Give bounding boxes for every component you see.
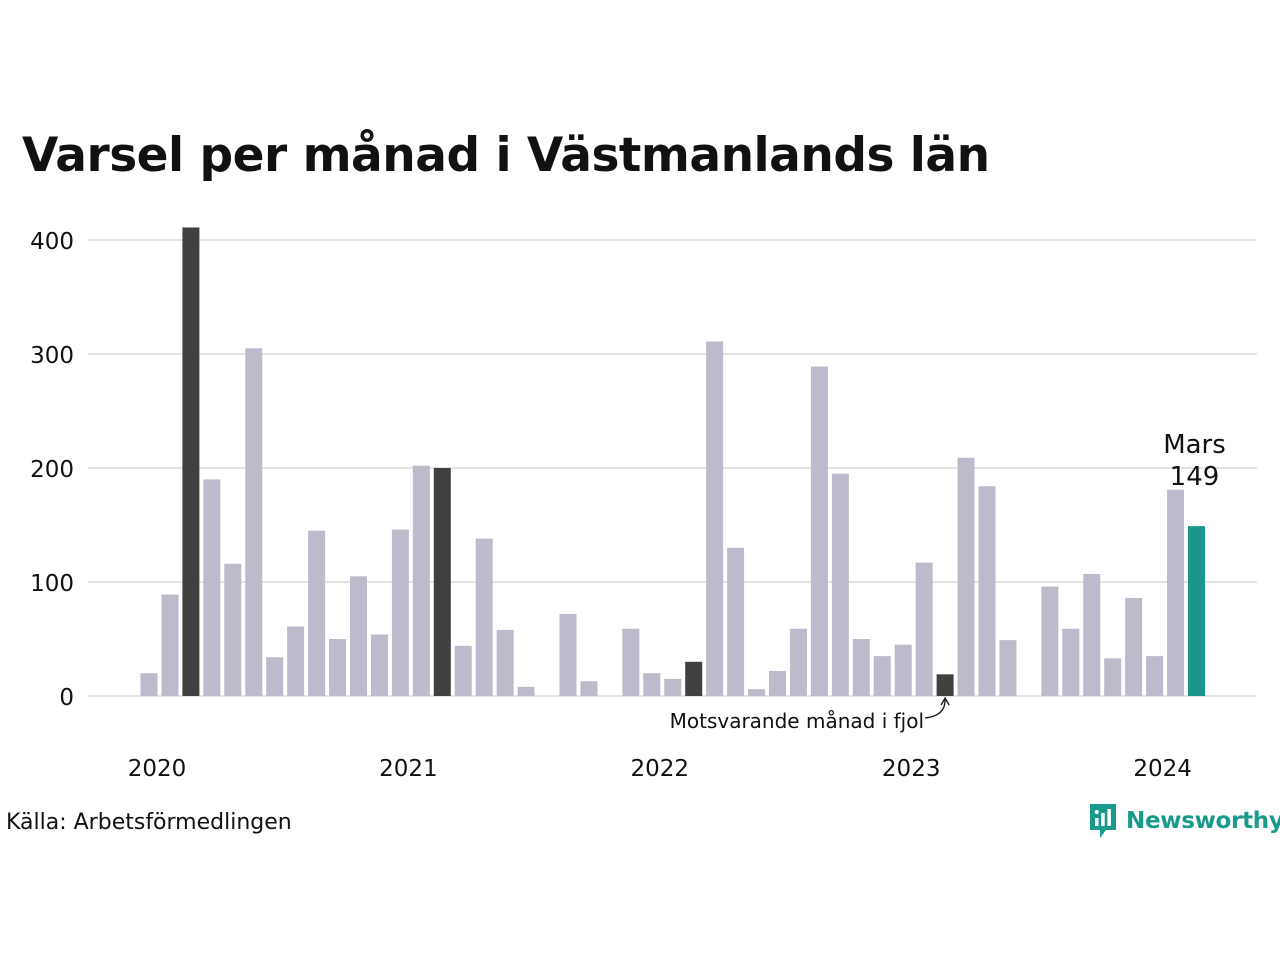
- bar-2020-04: [203, 479, 221, 696]
- x-tick-label: 2022: [631, 756, 690, 782]
- bar-2022-08: [789, 628, 807, 696]
- bar-2021-03: [433, 468, 451, 696]
- gridlines: [88, 239, 1257, 697]
- bar-2022-03: [685, 661, 703, 696]
- bar-2022-01: [643, 673, 661, 696]
- y-tick-label: 400: [30, 229, 74, 255]
- bar-2023-06: [999, 640, 1017, 696]
- bar-2023-10: [1083, 574, 1101, 696]
- y-axis-ticks: 0 100 200 300 400: [30, 229, 74, 711]
- bar-2024-01: [1146, 656, 1164, 696]
- bar-2021-12: [622, 628, 640, 696]
- y-tick-label: 300: [30, 343, 74, 369]
- bar-2022-10: [831, 473, 849, 696]
- bar-2020-10: [329, 639, 347, 696]
- bar-2021-09: [559, 613, 577, 696]
- bar-2020-12: [370, 634, 388, 696]
- x-axis-ticks: 2020 2021 2022 2023 2024: [128, 756, 1192, 782]
- bar-2020-08: [287, 626, 305, 696]
- bar-2023-05: [978, 486, 996, 696]
- bar-2021-06: [496, 629, 514, 696]
- annotation-arrow: [924, 699, 946, 719]
- bar-2023-09: [1062, 628, 1080, 696]
- bar-2021-07: [517, 686, 535, 696]
- bar-2023-03: [936, 674, 954, 696]
- y-tick-label: 0: [59, 685, 74, 711]
- annotation-arrowhead: [940, 696, 950, 706]
- bar-2020-05: [224, 563, 242, 696]
- brand-logo: Newsworthy: [1088, 802, 1280, 840]
- bar-2024-03: [1188, 526, 1205, 696]
- x-tick-label: 2024: [1133, 756, 1192, 782]
- bars: [140, 227, 1205, 696]
- bar-2022-09: [810, 366, 828, 696]
- bar-2021-05: [475, 538, 493, 696]
- newsworthy-logo-icon: [1090, 804, 1116, 838]
- bar-2020-06: [245, 348, 263, 696]
- bar-2022-11: [852, 639, 870, 696]
- source-text: Källa: Arbetsförmedlingen: [6, 810, 292, 835]
- bar-2020-01: [140, 673, 158, 696]
- bar-2021-01: [391, 529, 409, 696]
- bar-2023-04: [957, 457, 975, 696]
- bar-2021-10: [580, 681, 598, 696]
- bar-2020-02: [161, 594, 179, 696]
- chart-title: Varsel per månad i Västmanlands län: [22, 128, 990, 183]
- bar-2020-03: [182, 227, 200, 696]
- bar-2021-04: [454, 645, 472, 696]
- highlight-month-label: Mars: [1163, 430, 1226, 460]
- bar-2021-02: [412, 465, 430, 696]
- same-month-annotation: Motsvarande månad i fjol: [670, 709, 924, 733]
- bar-2023-08: [1041, 586, 1059, 696]
- bar-2023-02: [915, 562, 933, 696]
- bar-2020-07: [266, 657, 284, 696]
- bar-2020-09: [308, 530, 326, 696]
- highlight-value-label: 149: [1170, 462, 1220, 492]
- y-tick-label: 200: [30, 457, 74, 483]
- bar-2023-01: [894, 644, 912, 696]
- bar-2022-02: [664, 678, 682, 696]
- x-tick-label: 2023: [882, 756, 941, 782]
- x-tick-label: 2020: [128, 756, 187, 782]
- bar-2022-12: [873, 656, 891, 696]
- bar-2022-05: [727, 547, 745, 696]
- bar-2023-11: [1104, 658, 1122, 696]
- bar-2022-07: [769, 670, 786, 696]
- bar-2022-06: [748, 689, 766, 696]
- x-tick-label: 2021: [379, 756, 438, 782]
- bar-2020-11: [350, 576, 367, 696]
- bar-2022-04: [706, 341, 724, 696]
- bar-2024-02: [1167, 489, 1185, 696]
- brand-name: Newsworthy: [1126, 808, 1280, 834]
- y-tick-label: 100: [30, 571, 74, 597]
- bar-2023-12: [1125, 597, 1143, 696]
